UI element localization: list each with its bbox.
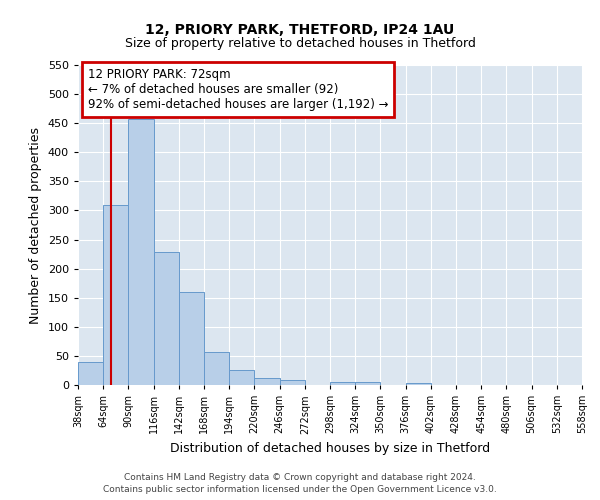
Y-axis label: Number of detached properties: Number of detached properties <box>29 126 42 324</box>
Text: 12 PRIORY PARK: 72sqm
← 7% of detached houses are smaller (92)
92% of semi-detac: 12 PRIORY PARK: 72sqm ← 7% of detached h… <box>88 68 389 111</box>
Text: Contains public sector information licensed under the Open Government Licence v3: Contains public sector information licen… <box>103 485 497 494</box>
Text: Size of property relative to detached houses in Thetford: Size of property relative to detached ho… <box>125 38 475 51</box>
Text: 12, PRIORY PARK, THETFORD, IP24 1AU: 12, PRIORY PARK, THETFORD, IP24 1AU <box>145 22 455 36</box>
Bar <box>204 352 229 385</box>
Bar <box>128 119 154 385</box>
Text: Contains HM Land Registry data © Crown copyright and database right 2024.: Contains HM Land Registry data © Crown c… <box>124 472 476 482</box>
Bar <box>355 382 380 385</box>
Bar <box>154 252 179 385</box>
Bar <box>229 370 254 385</box>
Bar <box>254 378 280 385</box>
Bar <box>330 382 355 385</box>
Bar <box>406 384 431 385</box>
X-axis label: Distribution of detached houses by size in Thetford: Distribution of detached houses by size … <box>170 442 490 455</box>
Bar <box>78 362 103 385</box>
Bar <box>179 292 204 385</box>
Bar <box>280 380 305 385</box>
Bar <box>103 204 128 385</box>
